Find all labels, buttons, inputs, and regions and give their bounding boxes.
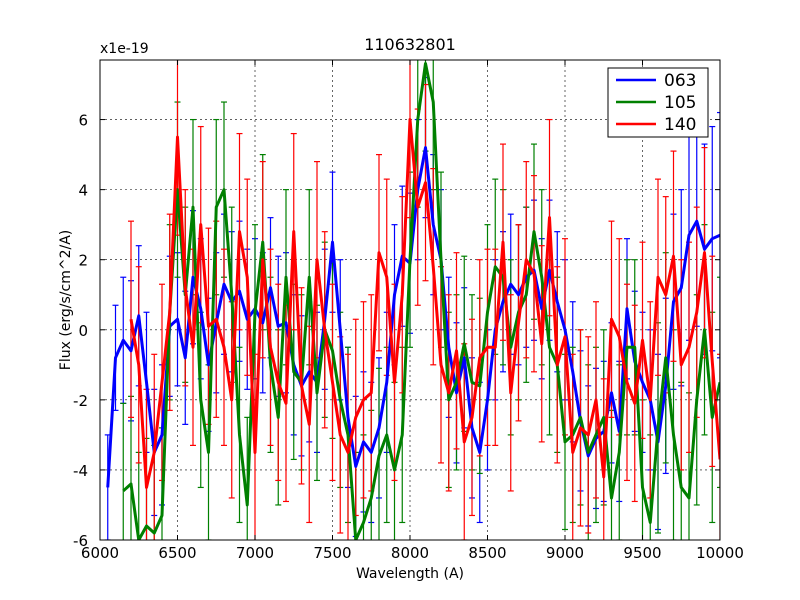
x-tick-label: 6500 [158,544,196,562]
legend-label-063: 063 [664,71,696,91]
axis-ticks: 6000 6500 7000 7500 8000 8500 9000 9500 10000 -6 -… [73,60,744,562]
y-axis-label: Flux (erg/s/cm^2/A) [58,230,74,370]
legend-label-140: 140 [664,115,696,135]
x-tick-label: 6000 [81,544,119,562]
y-tick-label: 6 [78,112,88,130]
x-tick-label: 8000 [391,544,429,562]
series-line-140 [129,118,720,489]
y-tick-label: 4 [78,182,88,200]
series-line-105 [122,62,720,540]
x-tick-label: 10000 [696,544,744,562]
y-tick-label: 0 [78,322,88,340]
y-tick-label: -2 [73,392,88,410]
legend: 063 105 140 [607,67,709,138]
series-lines [106,62,720,540]
y-offset-label: x1e-19 [100,41,149,57]
x-tick-label: 7000 [236,544,274,562]
series-line-063 [106,146,720,488]
x-axis-label: Wavelength (A) [356,566,464,582]
x-tick-label: 8500 [468,544,506,562]
y-tick-label: 2 [78,252,88,270]
x-tick-label: 9500 [623,544,661,562]
x-tick-label: 7500 [313,544,351,562]
legend-label-105: 105 [664,93,696,113]
x-tick-label: 9000 [546,544,584,562]
chart-title: 110632801 [364,35,456,54]
y-tick-label: -4 [73,462,88,480]
y-tick-label: -6 [73,532,88,550]
